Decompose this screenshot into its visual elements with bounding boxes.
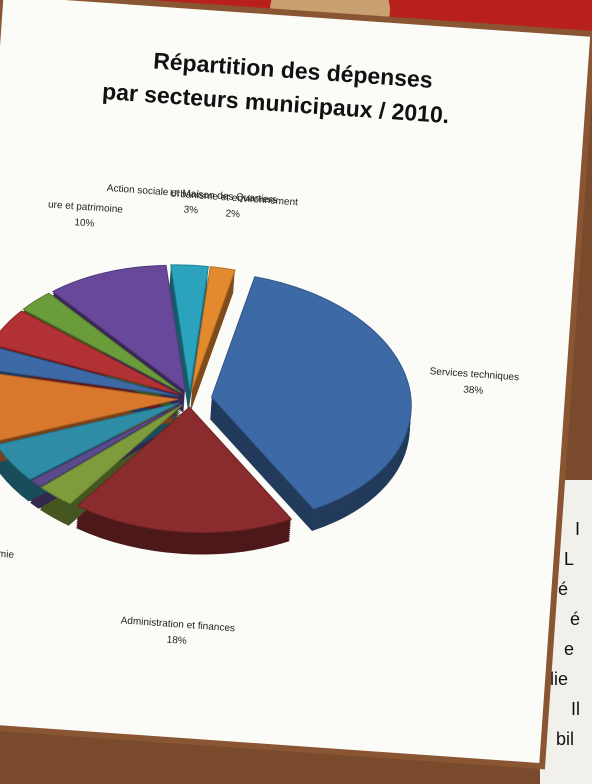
side-text-line: bil — [556, 729, 574, 749]
side-text-line: é — [558, 579, 568, 599]
slice — [211, 276, 412, 510]
slice — [76, 406, 293, 534]
slice — [40, 404, 183, 505]
slice — [0, 402, 180, 481]
slice — [0, 370, 179, 442]
slice — [0, 310, 180, 395]
side-text-line: lie — [550, 669, 568, 689]
slice-label: ure et patrimoine — [48, 199, 124, 215]
slice — [22, 292, 182, 394]
slice — [0, 345, 179, 397]
side-text-line: L — [564, 549, 574, 569]
slice-value-label: 18% — [166, 635, 187, 647]
slice — [51, 264, 186, 392]
slice-label: Economie — [0, 547, 15, 561]
side-text-line: e — [564, 639, 574, 659]
slice — [191, 266, 236, 391]
side-text-line: I — [575, 519, 580, 539]
slice — [170, 264, 209, 391]
slice-value-label: 38% — [463, 385, 484, 397]
slice-value-label: 10% — [74, 217, 95, 229]
slice-value-label: 3% — [183, 204, 198, 216]
slice-value-label: 2% — [225, 208, 240, 220]
side-text-line: Il — [571, 699, 580, 719]
side-text-line: é — [570, 609, 580, 629]
slice — [30, 403, 182, 488]
